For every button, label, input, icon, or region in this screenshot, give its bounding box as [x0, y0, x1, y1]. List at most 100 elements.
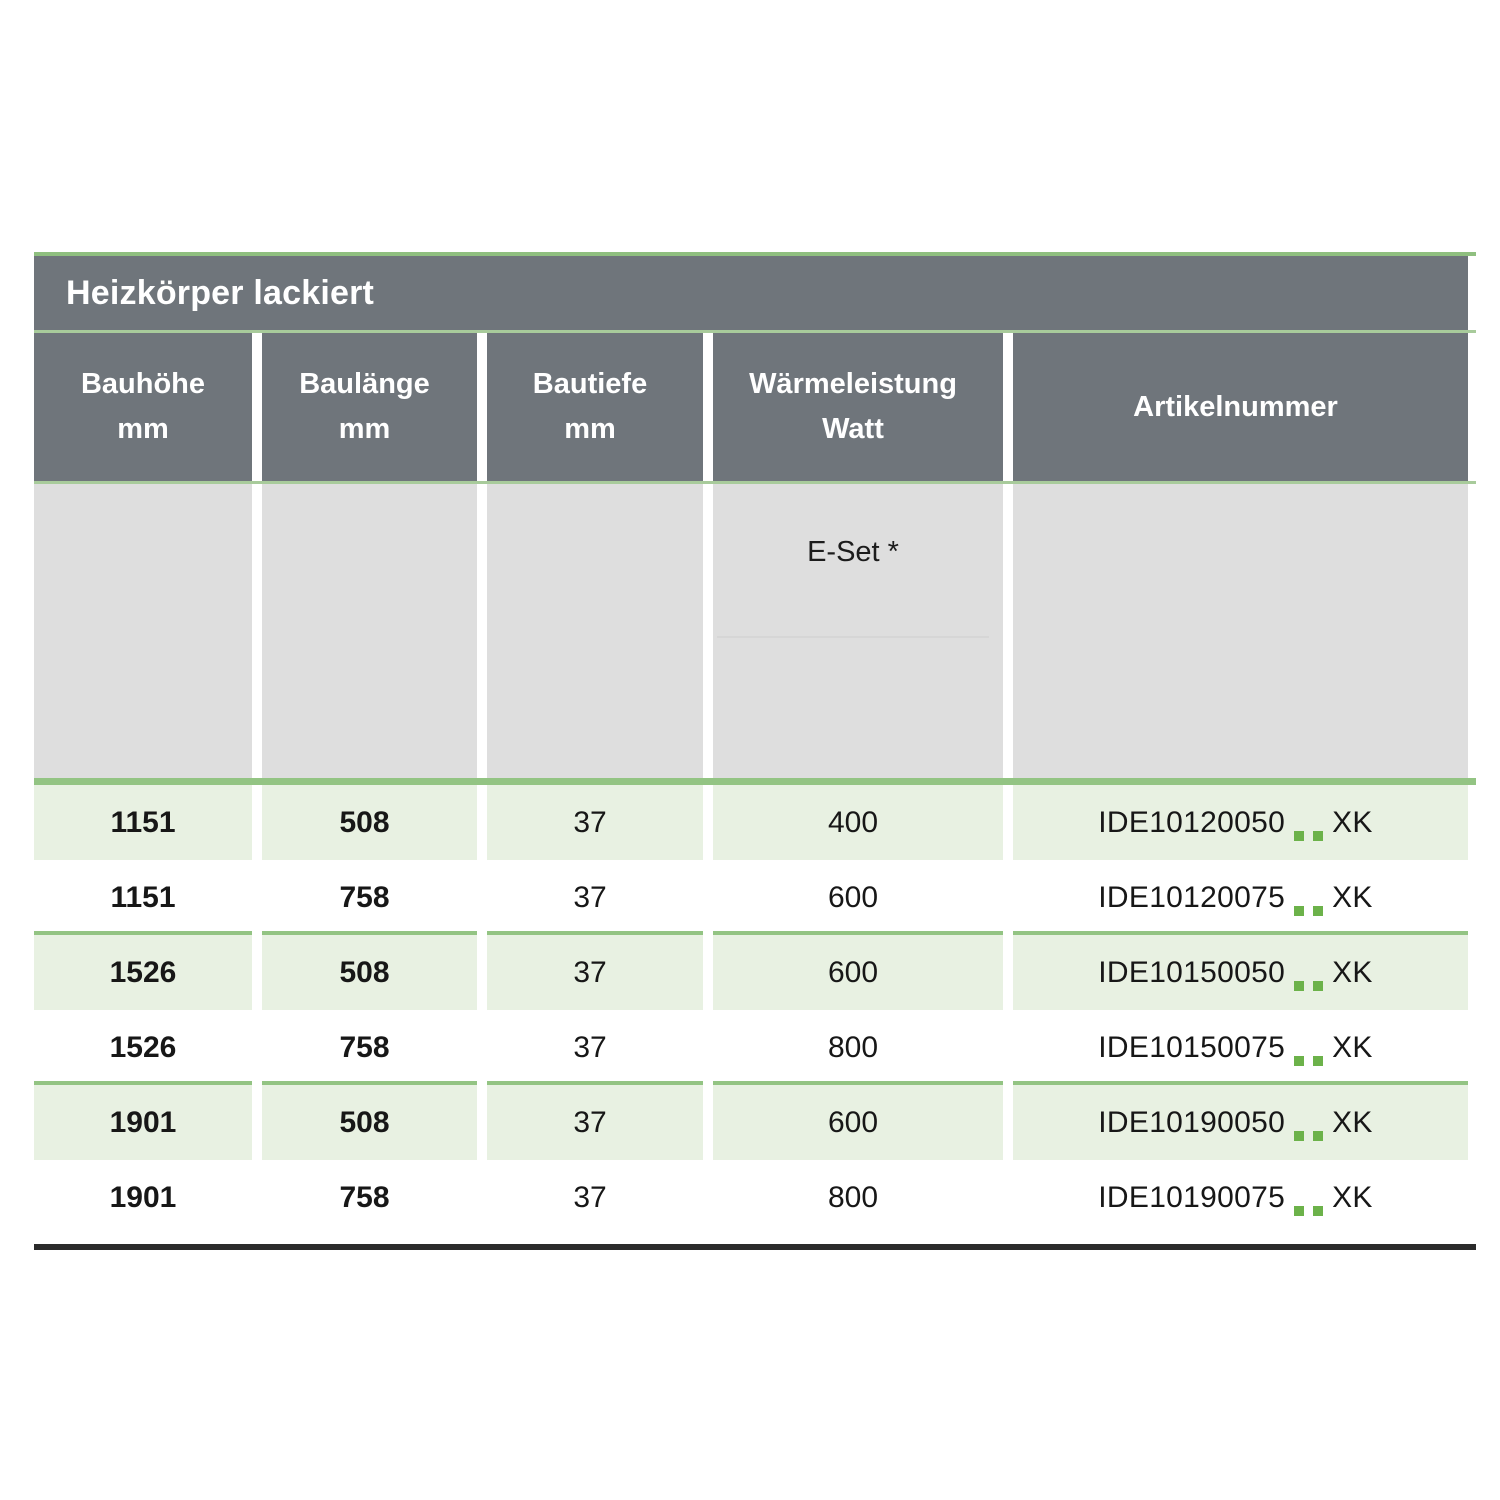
- header-separator-rule: [34, 481, 1476, 484]
- article-number-placeholder-dots: [1294, 830, 1324, 841]
- column-header-baulaenge-unit: mm: [338, 413, 391, 445]
- cell-waermeleistung: 400: [703, 781, 1003, 864]
- article-number-prefix: IDE10150075: [1098, 1030, 1286, 1064]
- cell-bautiefe: 37: [477, 1081, 703, 1164]
- cell-bautiefe: 37: [477, 931, 703, 1014]
- article-number-placeholder-dots: [1294, 905, 1324, 916]
- article-number: IDE10120075 XK: [1098, 880, 1373, 916]
- table-row: 1526 508 37 600 IDE10150050 XK: [34, 931, 1468, 1014]
- table-bottom-rule: [34, 1244, 1476, 1250]
- cell-baulaenge: 508: [252, 931, 477, 1014]
- eset-inner-divider: [717, 636, 989, 638]
- cell-baulaenge: 758: [252, 860, 477, 935]
- table-row: 1151 758 37 600 IDE10120075 XK: [34, 860, 1468, 935]
- subheader-cell-bautiefe: [477, 484, 703, 778]
- table-header-row: Bauhöhe mm Baulänge mm Bautiefe mm Wärme…: [34, 333, 1468, 481]
- eset-label: E-Set *: [807, 536, 899, 568]
- cell-artikelnummer: IDE10190075 XK: [1003, 1160, 1468, 1235]
- subheader-cell-bauhoehe: [34, 484, 252, 778]
- cell-baulaenge: 508: [252, 781, 477, 864]
- column-header-waermeleistung: Wärmeleistung Watt: [703, 333, 1003, 481]
- article-number-placeholder-dots: [1294, 1130, 1324, 1141]
- table-row: 1901 758 37 800 IDE10190075 XK: [34, 1160, 1468, 1235]
- article-number-suffix: XK: [1332, 1030, 1373, 1064]
- placeholder-dot-icon: [1294, 1055, 1305, 1066]
- column-header-bautiefe: Bautiefe mm: [477, 333, 703, 481]
- cell-artikelnummer: IDE10120050 XK: [1003, 781, 1468, 864]
- cell-bauhoehe: 1526: [34, 931, 252, 1014]
- cell-artikelnummer: IDE10120075 XK: [1003, 860, 1468, 935]
- column-header-artikelnummer: Artikelnummer: [1003, 333, 1468, 481]
- subheader-cell-artikelnummer: [1003, 484, 1468, 778]
- cell-bauhoehe: 1151: [34, 781, 252, 864]
- article-number: IDE10150075 XK: [1098, 1030, 1373, 1066]
- column-header-bautiefe-line1: Bautiefe: [532, 368, 648, 401]
- column-header-bauhoehe-line1: Bauhöhe: [80, 368, 206, 401]
- cell-waermeleistung: 800: [703, 1160, 1003, 1235]
- cell-waermeleistung: 600: [703, 1081, 1003, 1164]
- placeholder-dot-icon: [1294, 905, 1305, 916]
- column-header-bauhoehe-unit: mm: [117, 413, 169, 445]
- subheader-cell-baulaenge: [252, 484, 477, 778]
- subheader-block: E-Set *: [34, 484, 1468, 778]
- placeholder-dot-icon: [1313, 1055, 1324, 1066]
- cell-waermeleistung: 600: [703, 860, 1003, 935]
- cell-baulaenge: 758: [252, 1160, 477, 1235]
- article-number-suffix: XK: [1332, 955, 1373, 989]
- article-number-suffix: XK: [1332, 805, 1373, 839]
- cell-bauhoehe: 1901: [34, 1160, 252, 1235]
- column-header-bauhoehe: Bauhöhe mm: [34, 333, 252, 481]
- placeholder-dot-icon: [1313, 980, 1324, 991]
- placeholder-dot-icon: [1313, 830, 1324, 841]
- table-row: 1901 508 37 600 IDE10190050 XK: [34, 1081, 1468, 1164]
- cell-bauhoehe: 1901: [34, 1081, 252, 1164]
- article-number: IDE10150050 XK: [1098, 955, 1373, 991]
- cell-bauhoehe: 1526: [34, 1010, 252, 1085]
- article-number-suffix: XK: [1332, 880, 1373, 914]
- column-header-waermeleistung-line1: Wärmeleistung: [749, 368, 957, 401]
- placeholder-dot-icon: [1294, 980, 1305, 991]
- column-header-baulaenge-line1: Baulänge: [299, 368, 430, 401]
- table-title: Heizkörper lackiert: [66, 273, 375, 312]
- article-number-prefix: IDE10190050: [1098, 1105, 1286, 1139]
- subheader-cell-waermeleistung: E-Set *: [703, 484, 1003, 778]
- article-number-prefix: IDE10190075: [1098, 1180, 1286, 1214]
- article-number-suffix: XK: [1332, 1105, 1373, 1139]
- placeholder-dot-icon: [1294, 1205, 1305, 1216]
- cell-bautiefe: 37: [477, 1160, 703, 1235]
- article-number-prefix: IDE10120050: [1098, 805, 1286, 839]
- table-row: 1526 758 37 800 IDE10150075 XK: [34, 1010, 1468, 1085]
- cell-bautiefe: 37: [477, 1010, 703, 1085]
- article-number-prefix: IDE10120075: [1098, 880, 1286, 914]
- cell-baulaenge: 508: [252, 1081, 477, 1164]
- table-title-bar: Heizkörper lackiert: [34, 256, 1468, 330]
- table-row: 1151 508 37 400 IDE10120050 XK: [34, 781, 1468, 864]
- article-number: IDE10190075 XK: [1098, 1180, 1373, 1216]
- cell-artikelnummer: IDE10150075 XK: [1003, 1010, 1468, 1085]
- product-specification-table: Heizkörper lackiert Bauhöhe mm Baulänge …: [34, 252, 1476, 1250]
- cell-artikelnummer: IDE10190050 XK: [1003, 1081, 1468, 1164]
- placeholder-dot-icon: [1294, 830, 1305, 841]
- placeholder-dot-icon: [1313, 1130, 1324, 1141]
- article-number-prefix: IDE10150050: [1098, 955, 1286, 989]
- cell-bautiefe: 37: [477, 781, 703, 864]
- cell-baulaenge: 758: [252, 1010, 477, 1085]
- article-number: IDE10190050 XK: [1098, 1105, 1373, 1141]
- column-header-waermeleistung-unit: Watt: [822, 413, 884, 445]
- article-number-suffix: XK: [1332, 1180, 1373, 1214]
- article-number-placeholder-dots: [1294, 1205, 1324, 1216]
- article-number-placeholder-dots: [1294, 980, 1324, 991]
- placeholder-dot-icon: [1294, 1130, 1305, 1141]
- placeholder-dot-icon: [1313, 905, 1324, 916]
- column-header-artikelnummer-line1: Artikelnummer: [1133, 390, 1338, 423]
- placeholder-dot-icon: [1313, 1205, 1324, 1216]
- table-body: 1151 508 37 400 IDE10120050 XK 1151 758 37 600 IDE…: [34, 781, 1476, 1235]
- title-separator-rule: [34, 330, 1476, 333]
- cell-waermeleistung: 600: [703, 931, 1003, 1014]
- cell-artikelnummer: IDE10150050 XK: [1003, 931, 1468, 1014]
- article-number-placeholder-dots: [1294, 1055, 1324, 1066]
- table-top-rule: [34, 252, 1476, 256]
- article-number: IDE10120050 XK: [1098, 805, 1373, 841]
- cell-bautiefe: 37: [477, 860, 703, 935]
- cell-waermeleistung: 800: [703, 1010, 1003, 1085]
